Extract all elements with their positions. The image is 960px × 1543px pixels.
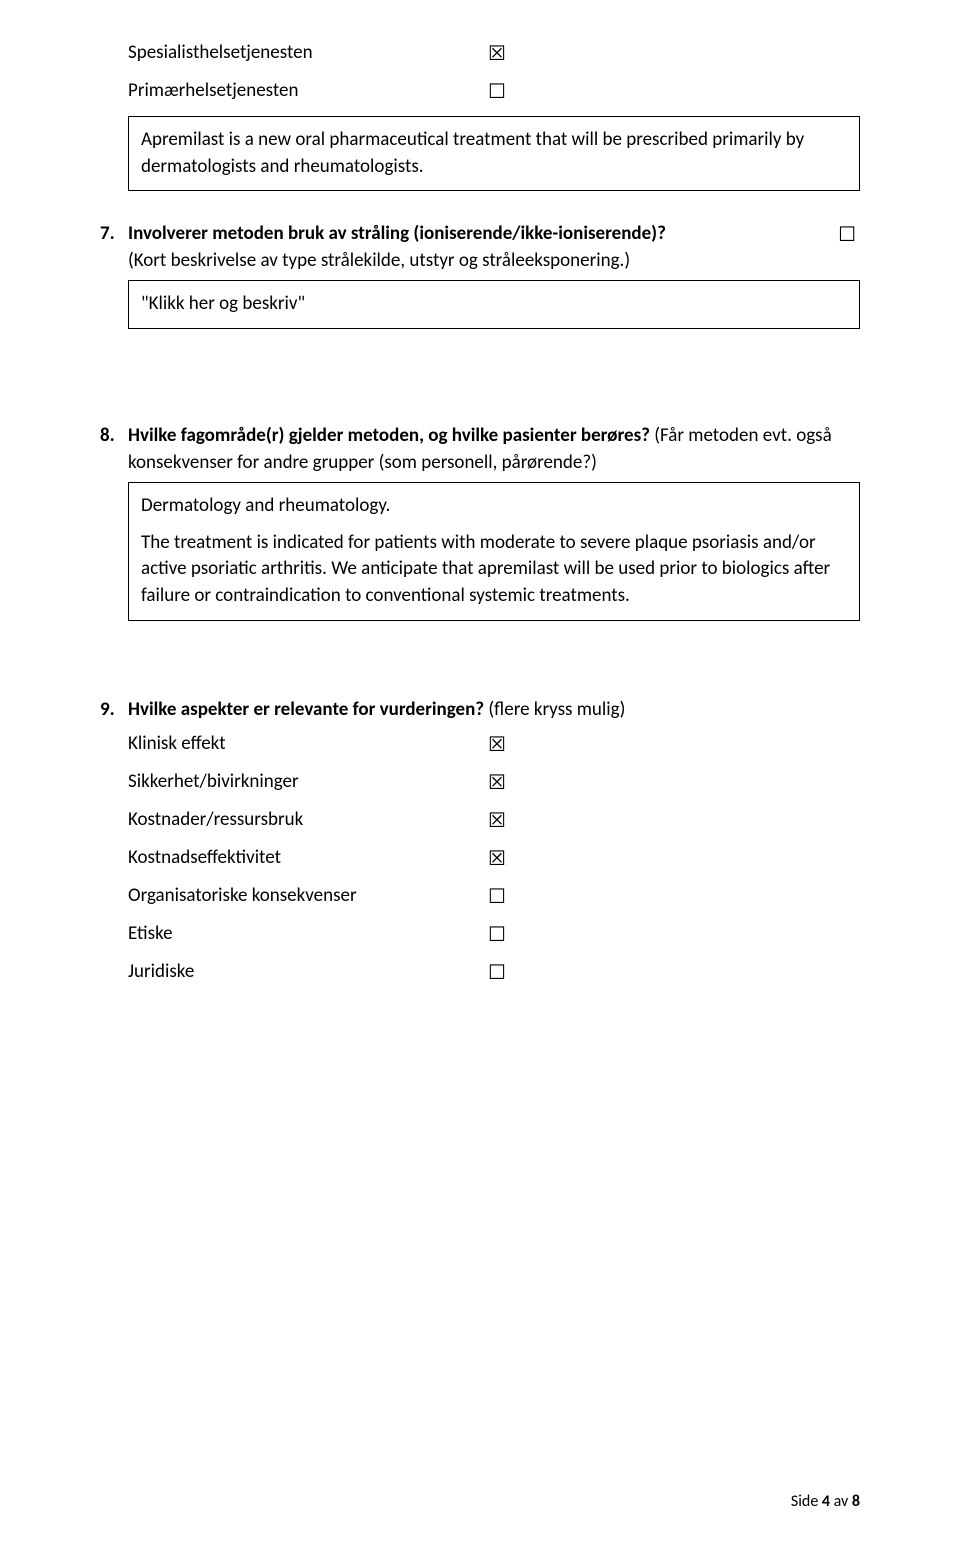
question-heading: Hvilke aspekter er relevante for vurderi… [128, 698, 484, 721]
checkbox-icon: ☒ [488, 731, 506, 759]
footer-middle: av [830, 1492, 852, 1511]
question-subtext: (Kort beskrivelse av type strålekilde, u… [128, 249, 630, 272]
checklist-row: Kostnadseffektivitet ☒ [128, 845, 860, 873]
checklist-label: Kostnadseffektivitet [128, 845, 488, 872]
checklist-row: Kostnader/ressursbruk ☒ [128, 807, 860, 835]
checkbox-icon: ☒ [488, 769, 506, 797]
footer-prefix: Side [791, 1492, 822, 1511]
checklist-label: Organisatoriske konsekvenser [128, 883, 488, 910]
answer-box: Apremilast is a new oral pharmaceutical … [128, 116, 860, 191]
question-9: 9. Hvilke aspekter er relevante for vurd… [100, 697, 860, 724]
checklist-label: Primærhelsetjenesten [128, 78, 488, 105]
question-text: Involverer metoden bruk av stråling (ion… [128, 221, 820, 274]
checkbox-icon: ☐ [820, 221, 860, 249]
checkbox-icon: ☐ [488, 883, 506, 911]
question-subtext: (flere kryss mulig) [484, 698, 625, 721]
question-heading: Hvilke fagområde(r) gjelder metoden, og … [128, 424, 650, 447]
checklist-label: Etiske [128, 921, 488, 948]
answer-text: Apremilast is a new oral pharmaceutical … [141, 128, 804, 178]
checklist-label: Kostnader/ressursbruk [128, 807, 488, 834]
footer-page: 4 [822, 1492, 830, 1511]
checkbox-icon: ☒ [488, 807, 506, 835]
placeholder-text: "Klikk her og beskriv" [141, 292, 305, 315]
checkbox-icon: ☐ [488, 78, 506, 106]
top-checklist: Spesialisthelsetjenesten ☒ Primærhelsetj… [128, 40, 860, 106]
checklist-label: Klinisk effekt [128, 731, 488, 758]
checkbox-icon: ☐ [488, 921, 506, 949]
checklist-row: Primærhelsetjenesten ☐ [128, 78, 860, 106]
question-7: 7. Involverer metoden bruk av stråling (… [100, 221, 860, 274]
aspects-checklist: Klinisk effekt ☒ Sikkerhet/bivirkninger … [128, 731, 860, 987]
question-heading: Involverer metoden bruk av stråling (ion… [128, 222, 666, 245]
checklist-row: Spesialisthelsetjenesten ☒ [128, 40, 860, 68]
checkbox-icon: ☒ [488, 40, 506, 68]
question-number: 9. [100, 697, 128, 724]
checkbox-icon: ☐ [488, 959, 506, 987]
page-footer: Side 4 av 8 [791, 1491, 860, 1513]
checklist-label: Juridiske [128, 959, 488, 986]
answer-box: "Klikk her og beskriv" [128, 280, 860, 329]
checklist-label: Sikkerhet/bivirkninger [128, 769, 488, 796]
question-text: Hvilke fagområde(r) gjelder metoden, og … [128, 423, 860, 476]
checklist-row: Etiske ☐ [128, 921, 860, 949]
checklist-row: Juridiske ☐ [128, 959, 860, 987]
checklist-label: Spesialisthelsetjenesten [128, 40, 488, 67]
footer-total: 8 [852, 1492, 860, 1511]
checkbox-icon: ☒ [488, 845, 506, 873]
answer-paragraph: Dermatology and rheumatology. [141, 493, 847, 520]
checklist-row: Organisatoriske konsekvenser ☐ [128, 883, 860, 911]
question-8: 8. Hvilke fagområde(r) gjelder metoden, … [100, 423, 860, 476]
question-number: 8. [100, 423, 128, 450]
answer-paragraph: The treatment is indicated for patients … [141, 530, 847, 610]
checklist-row: Sikkerhet/bivirkninger ☒ [128, 769, 860, 797]
checklist-row: Klinisk effekt ☒ [128, 731, 860, 759]
answer-box: Dermatology and rheumatology. The treatm… [128, 482, 860, 620]
question-text: Hvilke aspekter er relevante for vurderi… [128, 697, 860, 724]
question-number: 7. [100, 221, 128, 248]
